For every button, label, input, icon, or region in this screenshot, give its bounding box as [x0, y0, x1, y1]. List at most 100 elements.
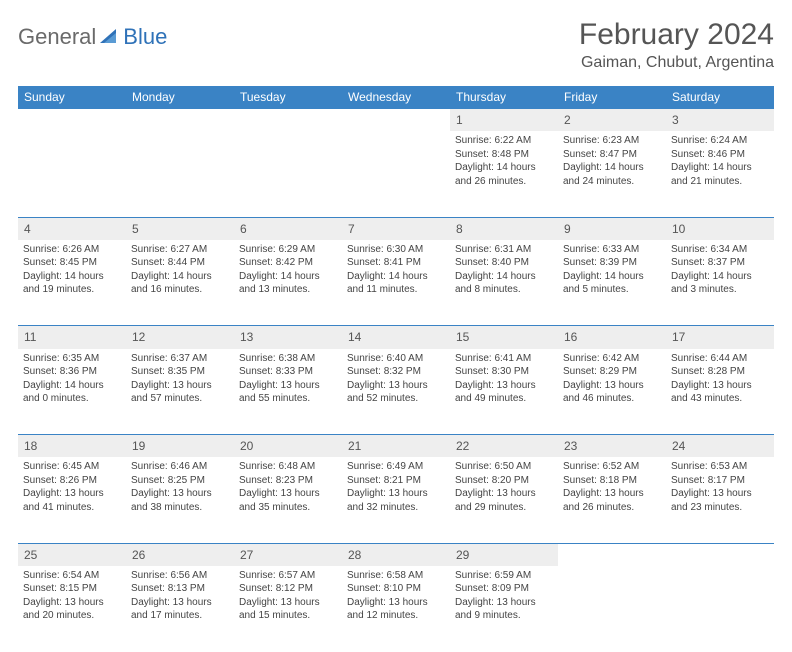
daylight-text-2: and 17 minutes.: [131, 609, 229, 623]
daylight-text-1: Daylight: 13 hours: [563, 487, 661, 501]
detail-row: Sunrise: 6:45 AMSunset: 8:26 PM Daylight:…: [18, 457, 774, 543]
daylight-text-1: Daylight: 14 hours: [455, 161, 553, 175]
logo-text-general: General: [18, 24, 96, 50]
daylight-text-1: Daylight: 14 hours: [455, 270, 553, 284]
daylight-text-2: and 8 minutes.: [455, 283, 553, 297]
col-thursday: Thursday: [450, 86, 558, 109]
detail-row: Sunrise: 6:54 AMSunset: 8:15 PMDaylight:…: [18, 566, 774, 652]
daylight-text-1: Daylight: 13 hours: [455, 487, 553, 501]
daylight-text-1: Daylight: 13 hours: [563, 379, 661, 393]
sunrise-text: Sunrise: 6:45 AM: [23, 460, 121, 474]
daylight-text-1: Daylight: 13 hours: [131, 379, 229, 393]
daylight-text-1: Daylight: 13 hours: [671, 487, 769, 501]
day-detail-cell: [18, 131, 126, 217]
daylight-text-2: and 5 minutes.: [563, 283, 661, 297]
day-detail-cell: Sunrise: 6:45 AMSunset: 8:26 PMDaylight:…: [18, 457, 126, 543]
col-wednesday: Wednesday: [342, 86, 450, 109]
daylight-text-2: and 41 minutes.: [23, 501, 121, 515]
day-detail-cell: Sunrise: 6:38 AMSunset: 8:33 PMDaylight:…: [234, 349, 342, 435]
daylight-text-1: Daylight: 14 hours: [671, 161, 769, 175]
sunset-text: Sunset: 8:12 PM: [239, 582, 337, 596]
daylight-text-2: and 0 minutes.: [23, 392, 121, 406]
daylight-text-2: and 19 minutes.: [23, 283, 121, 297]
day-detail-cell: Sunrise: 6:44 AMSunset: 8:28 PMDaylight:…: [666, 349, 774, 435]
sunset-text: Sunset: 8:26 PM: [23, 474, 121, 488]
daylight-text-2: and 26 minutes.: [563, 501, 661, 515]
day-detail-cell: Sunrise: 6:53 AMSunset: 8:17 PMDaylight:…: [666, 457, 774, 543]
day-number-cell: 29: [450, 543, 558, 566]
day-number-cell: 10: [666, 217, 774, 240]
col-saturday: Saturday: [666, 86, 774, 109]
col-tuesday: Tuesday: [234, 86, 342, 109]
daynum-row: 11121314151617: [18, 326, 774, 349]
daylight-text-2: and 20 minutes.: [23, 609, 121, 623]
sunset-text: Sunset: 8:18 PM: [563, 474, 661, 488]
sunset-text: Sunset: 8:09 PM: [455, 582, 553, 596]
sunset-text: Sunset: 8:35 PM: [131, 365, 229, 379]
daylight-text-1: Daylight: 13 hours: [23, 596, 121, 610]
daylight-text-2: and 35 minutes.: [239, 501, 337, 515]
sunset-text: Sunset: 8:15 PM: [23, 582, 121, 596]
sunset-text: Sunset: 8:46 PM: [671, 148, 769, 162]
sunrise-text: Sunrise: 6:54 AM: [23, 569, 121, 583]
day-detail-cell: Sunrise: 6:48 AMSunset: 8:23 PMDaylight:…: [234, 457, 342, 543]
daylight-text-2: and 21 minutes.: [671, 175, 769, 189]
sunrise-text: Sunrise: 6:26 AM: [23, 243, 121, 257]
day-number-cell: 13: [234, 326, 342, 349]
sunrise-text: Sunrise: 6:29 AM: [239, 243, 337, 257]
sunset-text: Sunset: 8:17 PM: [671, 474, 769, 488]
day-detail-cell: Sunrise: 6:57 AMSunset: 8:12 PMDaylight:…: [234, 566, 342, 652]
day-detail-cell: Sunrise: 6:31 AMSunset: 8:40 PMDaylight:…: [450, 240, 558, 326]
page-header: General Blue February 2024 Gaiman, Chubu…: [18, 18, 774, 72]
day-detail-cell: Sunrise: 6:33 AMSunset: 8:39 PMDaylight:…: [558, 240, 666, 326]
day-number-cell: 20: [234, 435, 342, 458]
daylight-text-1: Daylight: 13 hours: [347, 379, 445, 393]
daylight-text-1: Daylight: 14 hours: [563, 161, 661, 175]
sunset-text: Sunset: 8:47 PM: [563, 148, 661, 162]
day-detail-cell: [666, 566, 774, 652]
sunrise-text: Sunrise: 6:48 AM: [239, 460, 337, 474]
sunset-text: Sunset: 8:48 PM: [455, 148, 553, 162]
location-text: Gaiman, Chubut, Argentina: [579, 54, 774, 72]
sunset-text: Sunset: 8:25 PM: [131, 474, 229, 488]
day-detail-cell: [342, 131, 450, 217]
day-detail-cell: Sunrise: 6:40 AMSunset: 8:32 PMDaylight:…: [342, 349, 450, 435]
detail-row: Sunrise: 6:35 AMSunset: 8:36 PMDaylight:…: [18, 349, 774, 435]
sunrise-text: Sunrise: 6:57 AM: [239, 569, 337, 583]
day-number-cell: 18: [18, 435, 126, 458]
sunset-text: Sunset: 8:44 PM: [131, 256, 229, 270]
weekday-header-row: Sunday Monday Tuesday Wednesday Thursday…: [18, 86, 774, 109]
sunset-text: Sunset: 8:30 PM: [455, 365, 553, 379]
calendar-body: 123Sunrise: 6:22 AMSunset: 8:48 PMDaylig…: [18, 109, 774, 652]
sunset-text: Sunset: 8:36 PM: [23, 365, 121, 379]
sunset-text: Sunset: 8:42 PM: [239, 256, 337, 270]
day-detail-cell: [234, 131, 342, 217]
daylight-text-2: and 3 minutes.: [671, 283, 769, 297]
daylight-text-2: and 43 minutes.: [671, 392, 769, 406]
day-detail-cell: Sunrise: 6:54 AMSunset: 8:15 PMDaylight:…: [18, 566, 126, 652]
daylight-text-2: and 32 minutes.: [347, 501, 445, 515]
day-detail-cell: Sunrise: 6:29 AMSunset: 8:42 PMDaylight:…: [234, 240, 342, 326]
sunrise-text: Sunrise: 6:22 AM: [455, 134, 553, 148]
daylight-text-1: Daylight: 14 hours: [347, 270, 445, 284]
day-number-cell: 25: [18, 543, 126, 566]
day-detail-cell: Sunrise: 6:46 AMSunset: 8:25 PMDaylight:…: [126, 457, 234, 543]
day-detail-cell: Sunrise: 6:37 AMSunset: 8:35 PMDaylight:…: [126, 349, 234, 435]
day-detail-cell: [558, 566, 666, 652]
sunset-text: Sunset: 8:29 PM: [563, 365, 661, 379]
sunrise-text: Sunrise: 6:24 AM: [671, 134, 769, 148]
daylight-text-1: Daylight: 13 hours: [671, 379, 769, 393]
detail-row: Sunrise: 6:22 AMSunset: 8:48 PMDaylight:…: [18, 131, 774, 217]
daylight-text-2: and 29 minutes.: [455, 501, 553, 515]
daylight-text-2: and 15 minutes.: [239, 609, 337, 623]
logo-triangle-icon: [100, 27, 120, 48]
day-detail-cell: Sunrise: 6:27 AMSunset: 8:44 PMDaylight:…: [126, 240, 234, 326]
sunrise-text: Sunrise: 6:46 AM: [131, 460, 229, 474]
day-number-cell: 22: [450, 435, 558, 458]
day-number-cell: 3: [666, 109, 774, 132]
sunrise-text: Sunrise: 6:33 AM: [563, 243, 661, 257]
daylight-text-2: and 9 minutes.: [455, 609, 553, 623]
daylight-text-1: Daylight: 13 hours: [455, 596, 553, 610]
daylight-text-1: Daylight: 13 hours: [347, 487, 445, 501]
col-sunday: Sunday: [18, 86, 126, 109]
